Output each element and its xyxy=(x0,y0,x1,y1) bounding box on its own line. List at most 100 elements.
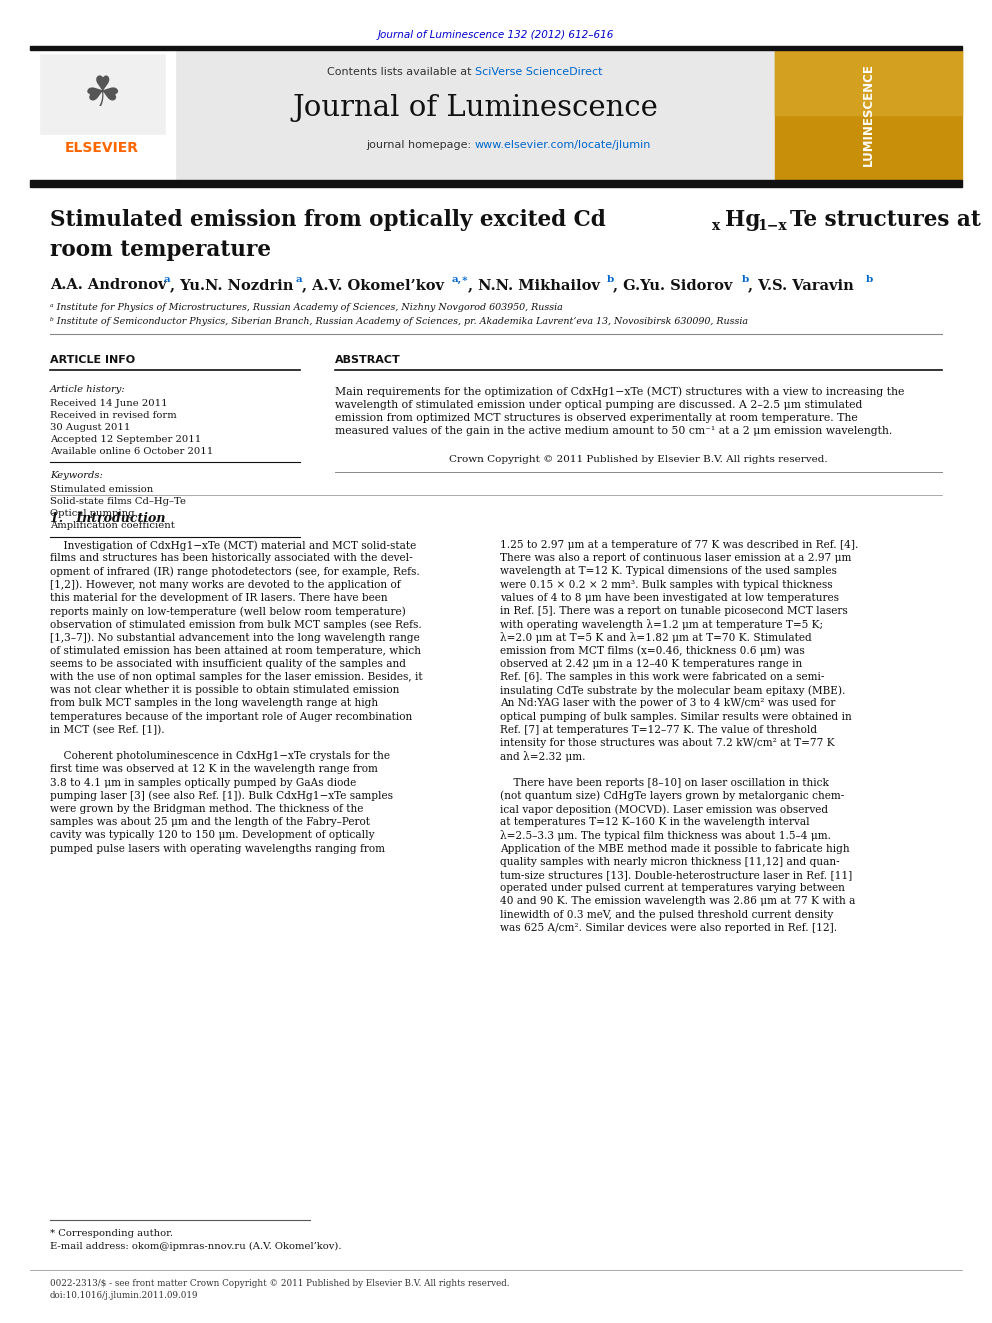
Text: observed at 2.42 μm in a 12–40 K temperatures range in: observed at 2.42 μm in a 12–40 K tempera… xyxy=(500,659,803,669)
Text: [1,3–7]). No substantial advancement into the long wavelength range: [1,3–7]). No substantial advancement int… xyxy=(50,632,420,643)
Text: Ref. [6]. The samples in this work were fabricated on a semi-: Ref. [6]. The samples in this work were … xyxy=(500,672,824,681)
Bar xyxy=(175,50,775,180)
Text: Received in revised form: Received in revised form xyxy=(50,410,177,419)
Text: , N.N. Mikhailov: , N.N. Mikhailov xyxy=(468,278,600,292)
Text: Main requirements for the optimization of CdxHg1−xTe (MCT) structures with a vie: Main requirements for the optimization o… xyxy=(335,386,905,397)
Text: A.A. Andronov: A.A. Andronov xyxy=(50,278,167,292)
Text: was not clear whether it is possible to obtain stimulated emission: was not clear whether it is possible to … xyxy=(50,685,400,695)
Text: Keywords:: Keywords: xyxy=(50,471,103,480)
Bar xyxy=(30,46,962,50)
Text: b: b xyxy=(607,274,614,283)
Text: Contents lists available at: Contents lists available at xyxy=(327,67,475,77)
Text: 0022-2313/$ - see front matter Crown Copyright © 2011 Published by Elsevier B.V.: 0022-2313/$ - see front matter Crown Cop… xyxy=(50,1278,510,1287)
Text: , G.Yu. Sidorov: , G.Yu. Sidorov xyxy=(613,278,732,292)
Text: There have been reports [8–10] on laser oscillation in thick: There have been reports [8–10] on laser … xyxy=(500,778,829,787)
Text: were grown by the Bridgman method. The thickness of the: were grown by the Bridgman method. The t… xyxy=(50,804,363,814)
Text: this material for the development of IR lasers. There have been: this material for the development of IR … xyxy=(50,593,388,603)
Text: Stimulated emission: Stimulated emission xyxy=(50,484,153,493)
Text: Te structures at: Te structures at xyxy=(790,209,981,232)
Text: with the use of non optimal samples for the laser emission. Besides, it: with the use of non optimal samples for … xyxy=(50,672,423,681)
Text: optical pumping of bulk samples. Similar results were obtained in: optical pumping of bulk samples. Similar… xyxy=(500,712,852,721)
Text: x: x xyxy=(712,220,720,233)
Text: observation of stimulated emission from bulk MCT samples (see Refs.: observation of stimulated emission from … xyxy=(50,619,422,630)
Bar xyxy=(775,50,962,180)
Text: 1.   Introduction: 1. Introduction xyxy=(50,512,166,524)
Text: Amplification coefficient: Amplification coefficient xyxy=(50,520,175,529)
Text: tum-size structures [13]. Double-heterostructure laser in Ref. [11]: tum-size structures [13]. Double-heteros… xyxy=(500,871,852,880)
Text: 1.25 to 2.97 μm at a temperature of 77 K was described in Ref. [4].: 1.25 to 2.97 μm at a temperature of 77 K… xyxy=(500,540,858,550)
Text: LUMINESCENCE: LUMINESCENCE xyxy=(861,64,875,167)
Text: Crown Copyright © 2011 Published by Elsevier B.V. All rights reserved.: Crown Copyright © 2011 Published by Else… xyxy=(448,455,827,464)
Text: Optical pumping: Optical pumping xyxy=(50,508,135,517)
Text: operated under pulsed current at temperatures varying between: operated under pulsed current at tempera… xyxy=(500,884,845,893)
Text: pumped pulse lasers with operating wavelengths ranging from: pumped pulse lasers with operating wavel… xyxy=(50,844,385,853)
Text: Available online 6 October 2011: Available online 6 October 2011 xyxy=(50,446,213,455)
Text: 1−x: 1−x xyxy=(757,220,787,233)
Text: b: b xyxy=(866,274,873,283)
Text: journal homepage:: journal homepage: xyxy=(366,140,475,149)
Text: ical vapor deposition (MOCVD). Laser emission was observed: ical vapor deposition (MOCVD). Laser emi… xyxy=(500,804,828,815)
Bar xyxy=(30,50,175,180)
Text: E-mail address: okom@ipmras-nnov.ru (A.V. Okomel’kov).: E-mail address: okom@ipmras-nnov.ru (A.V… xyxy=(50,1241,341,1250)
Text: films and structures has been historically associated with the devel-: films and structures has been historical… xyxy=(50,553,413,564)
Text: Stimulated emission from optically excited Cd: Stimulated emission from optically excit… xyxy=(50,209,606,232)
Text: * Corresponding author.: * Corresponding author. xyxy=(50,1229,173,1237)
Text: in MCT (see Ref. [1]).: in MCT (see Ref. [1]). xyxy=(50,725,165,736)
Text: quality samples with nearly micron thickness [11,12] and quan-: quality samples with nearly micron thick… xyxy=(500,857,839,867)
Text: Application of the MBE method made it possible to fabricate high: Application of the MBE method made it po… xyxy=(500,844,849,853)
Text: ᵃ Institute for Physics of Microstructures, Russian Academy of Sciences, Nizhny : ᵃ Institute for Physics of Microstructur… xyxy=(50,303,562,312)
Text: pumping laser [3] (see also Ref. [1]). Bulk CdxHg1−xTe samples: pumping laser [3] (see also Ref. [1]). B… xyxy=(50,791,393,802)
Text: ᵇ Institute of Semiconductor Physics, Siberian Branch, Russian Academy of Scienc: ᵇ Institute of Semiconductor Physics, Si… xyxy=(50,318,748,327)
Text: opment of infrared (IR) range photodetectors (see, for example, Refs.: opment of infrared (IR) range photodetec… xyxy=(50,566,420,577)
Text: at temperatures T=12 K–160 K in the wavelength interval: at temperatures T=12 K–160 K in the wave… xyxy=(500,818,809,827)
Text: Journal of Luminescence 132 (2012) 612–616: Journal of Luminescence 132 (2012) 612–6… xyxy=(378,30,614,40)
Text: λ=2.0 μm at T=5 K and λ=1.82 μm at T=70 K. Stimulated: λ=2.0 μm at T=5 K and λ=1.82 μm at T=70 … xyxy=(500,632,811,643)
Text: seems to be associated with insufficient quality of the samples and: seems to be associated with insufficient… xyxy=(50,659,406,669)
Text: ARTICLE INFO: ARTICLE INFO xyxy=(50,355,135,365)
Text: λ=2.5–3.3 μm. The typical film thickness was about 1.5–4 μm.: λ=2.5–3.3 μm. The typical film thickness… xyxy=(500,831,831,841)
Text: [1,2]). However, not many works are devoted to the application of: [1,2]). However, not many works are devo… xyxy=(50,579,401,590)
Text: Hg: Hg xyxy=(725,209,761,232)
Text: first time was observed at 12 K in the wavelength range from: first time was observed at 12 K in the w… xyxy=(50,765,378,774)
Text: emission from MCT films (x=0.46, thickness 0.6 μm) was: emission from MCT films (x=0.46, thickne… xyxy=(500,646,805,656)
Text: emission from optimized MCT structures is observed experimentally at room temper: emission from optimized MCT structures i… xyxy=(335,413,858,423)
Text: values of 4 to 8 μm have been investigated at low temperatures: values of 4 to 8 μm have been investigat… xyxy=(500,593,839,603)
Text: was 625 A/cm². Similar devices were also reported in Ref. [12].: was 625 A/cm². Similar devices were also… xyxy=(500,923,837,933)
Text: www.elsevier.com/locate/jlumin: www.elsevier.com/locate/jlumin xyxy=(475,140,652,149)
Text: a: a xyxy=(296,274,303,283)
Text: Journal of Luminescence: Journal of Luminescence xyxy=(292,94,658,122)
Text: Received 14 June 2011: Received 14 June 2011 xyxy=(50,398,168,407)
Text: SciVerse ScienceDirect: SciVerse ScienceDirect xyxy=(475,67,602,77)
Text: Solid-state films Cd–Hg–Te: Solid-state films Cd–Hg–Te xyxy=(50,496,186,505)
Text: ABSTRACT: ABSTRACT xyxy=(335,355,401,365)
Text: reports mainly on low-temperature (well below room temperature): reports mainly on low-temperature (well … xyxy=(50,606,406,617)
Text: Accepted 12 September 2011: Accepted 12 September 2011 xyxy=(50,434,201,443)
Text: 30 August 2011: 30 August 2011 xyxy=(50,422,130,431)
Bar xyxy=(775,50,962,115)
Text: , A.V. Okomel’kov: , A.V. Okomel’kov xyxy=(302,278,444,292)
Text: intensity for those structures was about 7.2 kW/cm² at T=77 K: intensity for those structures was about… xyxy=(500,738,834,747)
Text: b: b xyxy=(742,274,749,283)
Text: measured values of the gain in the active medium amount to 50 cm⁻¹ at a 2 μm emi: measured values of the gain in the activ… xyxy=(335,426,892,437)
Text: a: a xyxy=(164,274,171,283)
Text: samples was about 25 μm and the length of the Fabry–Perot: samples was about 25 μm and the length o… xyxy=(50,818,370,827)
Text: from bulk MCT samples in the long wavelength range at high: from bulk MCT samples in the long wavele… xyxy=(50,699,378,708)
Text: of stimulated emission has been attained at room temperature, which: of stimulated emission has been attained… xyxy=(50,646,421,656)
Text: wavelength at T=12 K. Typical dimensions of the used samples: wavelength at T=12 K. Typical dimensions… xyxy=(500,566,837,577)
Text: linewidth of 0.3 meV, and the pulsed threshold current density: linewidth of 0.3 meV, and the pulsed thr… xyxy=(500,910,833,919)
Text: a,∗: a,∗ xyxy=(452,274,469,283)
Text: insulating CdTe substrate by the molecular beam epitaxy (MBE).: insulating CdTe substrate by the molecul… xyxy=(500,685,845,696)
Text: , Yu.N. Nozdrin: , Yu.N. Nozdrin xyxy=(170,278,294,292)
Text: 40 and 90 K. The emission wavelength was 2.86 μm at 77 K with a: 40 and 90 K. The emission wavelength was… xyxy=(500,897,855,906)
Text: 3.8 to 4.1 μm in samples optically pumped by GaAs diode: 3.8 to 4.1 μm in samples optically pumpe… xyxy=(50,778,356,787)
Text: doi:10.1016/j.jlumin.2011.09.019: doi:10.1016/j.jlumin.2011.09.019 xyxy=(50,1291,198,1301)
Text: and λ=2.32 μm.: and λ=2.32 μm. xyxy=(500,751,585,762)
Text: (not quantum size) CdHgTe layers grown by metalorganic chem-: (not quantum size) CdHgTe layers grown b… xyxy=(500,791,844,802)
Text: room temperature: room temperature xyxy=(50,239,271,261)
Bar xyxy=(30,180,962,187)
Text: , V.S. Varavin: , V.S. Varavin xyxy=(748,278,854,292)
Text: temperatures because of the important role of Auger recombination: temperatures because of the important ro… xyxy=(50,712,413,721)
Bar xyxy=(40,54,165,134)
Text: with operating wavelength λ=1.2 μm at temperature T=5 K;: with operating wavelength λ=1.2 μm at te… xyxy=(500,619,823,630)
Text: Coherent photoluminescence in CdxHg1−xTe crystals for the: Coherent photoluminescence in CdxHg1−xTe… xyxy=(50,751,390,761)
